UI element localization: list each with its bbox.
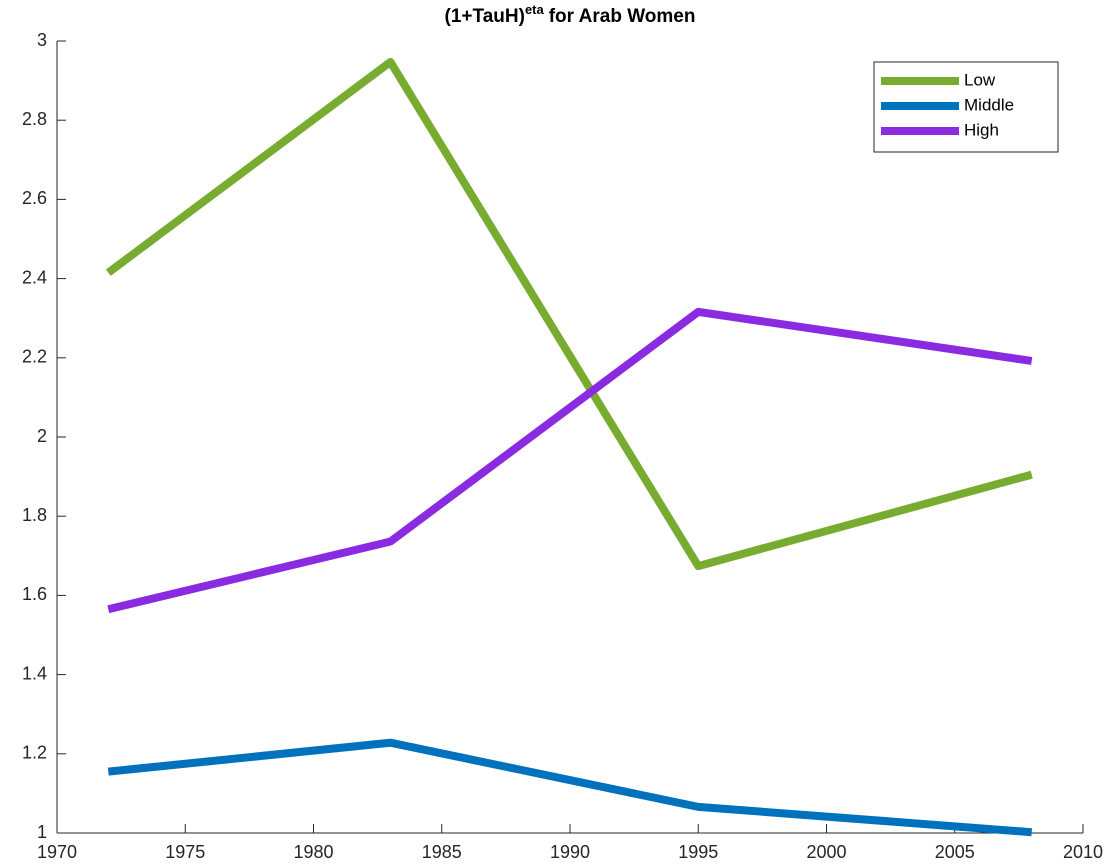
series-line [105,57,1033,571]
x-tick-label: 1990 [550,842,590,862]
legend-label: High [964,120,999,139]
series-line [107,307,1033,614]
title-text: (1+TauH) [445,6,525,27]
x-tick-label: 1985 [422,842,462,862]
y-tick-label: 2.8 [22,109,47,129]
x-tick-label: 2000 [806,842,846,862]
title-suffix: for Arab Women [549,6,696,27]
y-tick-label: 2 [37,426,47,446]
title-superscript: eta [525,2,545,17]
x-tick-label: 2010 [1063,842,1103,862]
y-tick-label: 1 [37,822,47,842]
series-line [107,738,1033,837]
legend-label: Low [964,70,996,89]
x-tick-label: 2005 [935,842,975,862]
x-tick-label: 1975 [165,842,205,862]
y-tick-label: 1.4 [22,663,47,683]
x-tick-label: 1980 [293,842,333,862]
chart-title: (1+TauH)eta for Arab Women [445,2,696,27]
y-tick-label: 1.6 [22,584,47,604]
y-tick-label: 2.4 [22,267,47,287]
y-tick-label: 1.2 [22,743,47,763]
y-tick-label: 3 [37,30,47,50]
x-tick-label: 1970 [37,842,77,862]
y-tick-label: 2.6 [22,188,47,208]
legend-label: Middle [964,95,1014,114]
y-tick-label: 1.8 [22,505,47,525]
x-tick-label: 1995 [678,842,718,862]
y-tick-label: 2.2 [22,347,47,367]
